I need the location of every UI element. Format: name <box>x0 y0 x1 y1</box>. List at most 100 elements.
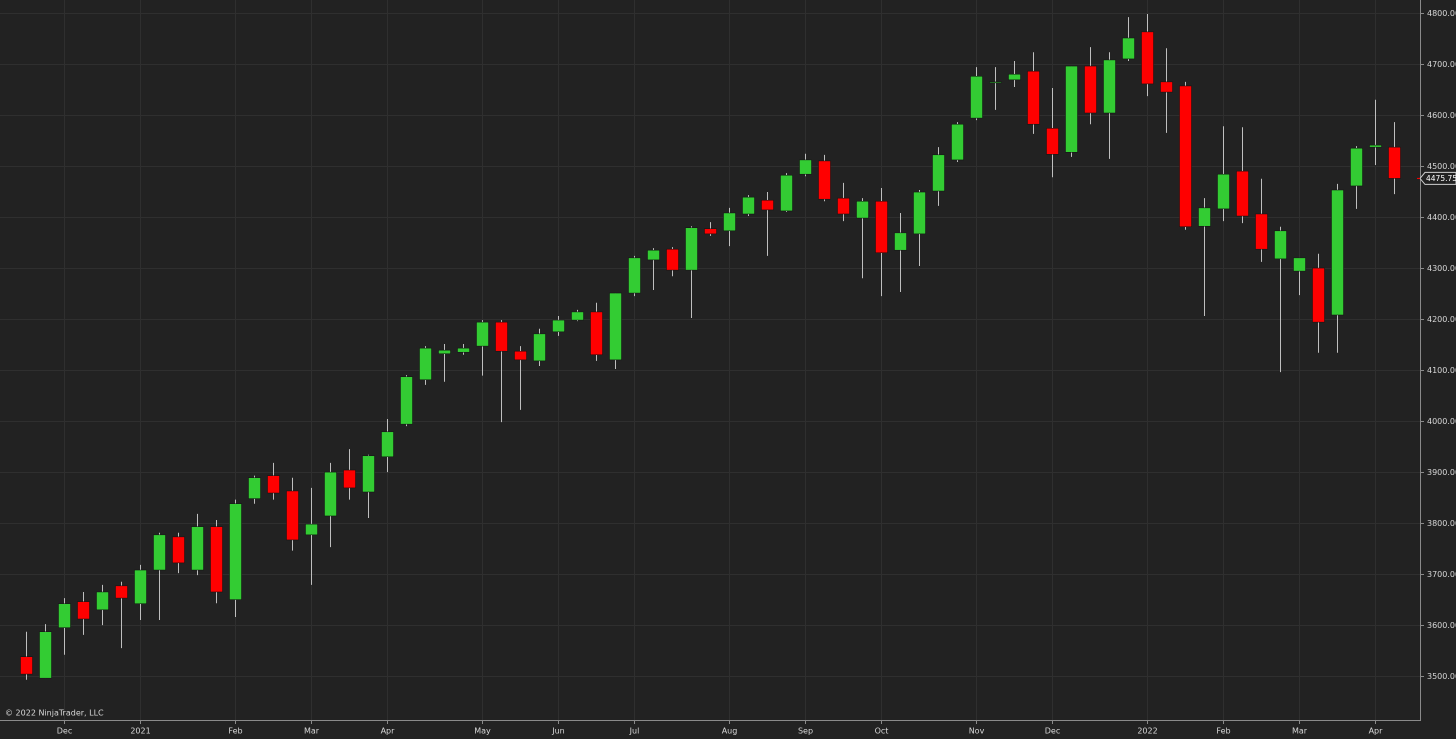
y-tick-label: 4200.00 <box>1427 315 1456 324</box>
candle-body <box>514 350 527 361</box>
candle-body <box>837 197 850 215</box>
y-tick-label: 4500.00 <box>1427 162 1456 171</box>
candle-body <box>1350 147 1363 187</box>
candle-body <box>495 321 508 352</box>
y-tick-label: 4300.00 <box>1427 264 1456 273</box>
candle-body <box>989 81 1002 84</box>
candle-body <box>96 591 109 611</box>
candle-body <box>970 76 983 119</box>
candle-body <box>780 174 793 212</box>
y-tick-label: 3600.00 <box>1427 621 1456 630</box>
candle-body <box>1008 73 1021 81</box>
candle-body <box>210 526 223 593</box>
candle-body <box>742 196 755 215</box>
candle-body <box>552 319 565 333</box>
candle-body <box>1103 59 1116 114</box>
candle-body <box>419 347 432 381</box>
x-tick-label: Dec <box>1045 727 1060 736</box>
candle-body <box>1179 85 1192 227</box>
x-tick-label: Jun <box>551 727 565 736</box>
candle-body <box>1198 207 1211 227</box>
candle-body <box>286 490 299 541</box>
x-tick-label: Dec <box>57 727 72 736</box>
candle-body <box>704 228 717 235</box>
candle-body <box>1084 65 1097 114</box>
candle-body <box>799 159 812 175</box>
candle-body <box>134 569 147 604</box>
candle-body <box>1065 65 1078 153</box>
axes: 3500.00 3600.00 3700.00 3800.00 3900.00 4000.… <box>57 9 1456 736</box>
x-tick-label: Mar <box>304 727 320 736</box>
candle-body <box>856 200 869 219</box>
x-tick-label: 2022 <box>1137 727 1157 736</box>
candle-body <box>267 475 280 494</box>
x-tick-label: May <box>474 727 491 736</box>
candle-body <box>571 311 584 321</box>
candle-body <box>628 257 641 294</box>
candle-body <box>77 601 90 620</box>
candle-body <box>1160 81 1173 93</box>
candle-body <box>1369 144 1382 148</box>
candle-body <box>343 469 356 489</box>
candle-body <box>685 227 698 271</box>
candle-body <box>191 526 204 571</box>
candle-body <box>875 200 888 254</box>
candle-body <box>248 477 261 499</box>
x-tick-label: Jul <box>629 727 640 736</box>
y-tick-label: 4700.00 <box>1427 60 1456 69</box>
candle-body <box>115 585 128 599</box>
y-tick-label: 3900.00 <box>1427 468 1456 477</box>
last-price-label: 4475.75 <box>1426 174 1456 183</box>
x-tick-label: Sep <box>798 727 813 736</box>
candle-body <box>723 212 736 232</box>
candle-body <box>457 347 470 353</box>
candle-body <box>1141 31 1154 85</box>
candle-body <box>609 292 622 361</box>
candle-body <box>400 376 413 425</box>
candle-body <box>818 160 831 200</box>
candle-body <box>951 123 964 161</box>
candle-body <box>761 199 774 211</box>
y-tick-label: 4400.00 <box>1427 213 1456 222</box>
x-tick-label: Mar <box>1292 727 1308 736</box>
y-tick-label: 3500.00 <box>1427 672 1456 681</box>
candle-body <box>172 536 185 564</box>
x-tick-label: Feb <box>228 727 242 736</box>
candle-body <box>1027 70 1040 125</box>
candle-body <box>1236 170 1249 217</box>
candle-body <box>153 534 166 571</box>
candle-body <box>1255 213 1268 250</box>
candle-body <box>1331 189 1344 316</box>
x-tick-label: 2021 <box>130 727 150 736</box>
x-tick-label: Apr <box>1369 727 1384 736</box>
candle-body <box>476 321 489 347</box>
candle-body <box>305 523 318 536</box>
y-tick-label: 4000.00 <box>1427 417 1456 426</box>
candle-body <box>39 631 52 679</box>
x-tick-label: Aug <box>722 727 738 736</box>
x-tick-label: Feb <box>1216 727 1230 736</box>
candle-body <box>590 311 603 356</box>
candle-body <box>381 431 394 458</box>
x-tick-label: Oct <box>875 727 889 736</box>
candle-body <box>58 603 71 628</box>
candle-body <box>932 154 945 192</box>
candle-body <box>913 191 926 235</box>
candle-body <box>1388 146 1401 179</box>
candles <box>20 14 1401 680</box>
candle-body <box>324 471 337 517</box>
y-tick-label: 3700.00 <box>1427 570 1456 579</box>
candle-body <box>1312 267 1325 323</box>
x-tick-label: Apr <box>381 727 396 736</box>
candle-body <box>1046 128 1059 155</box>
x-tick-label: Nov <box>969 727 985 736</box>
candle-body <box>1274 230 1287 260</box>
candle-body <box>533 333 546 362</box>
candle-body <box>1293 257 1306 272</box>
y-tick-label: 4100.00 <box>1427 366 1456 375</box>
candle-body <box>894 232 907 251</box>
candle-body <box>1217 173 1230 210</box>
candle-body <box>438 349 451 355</box>
